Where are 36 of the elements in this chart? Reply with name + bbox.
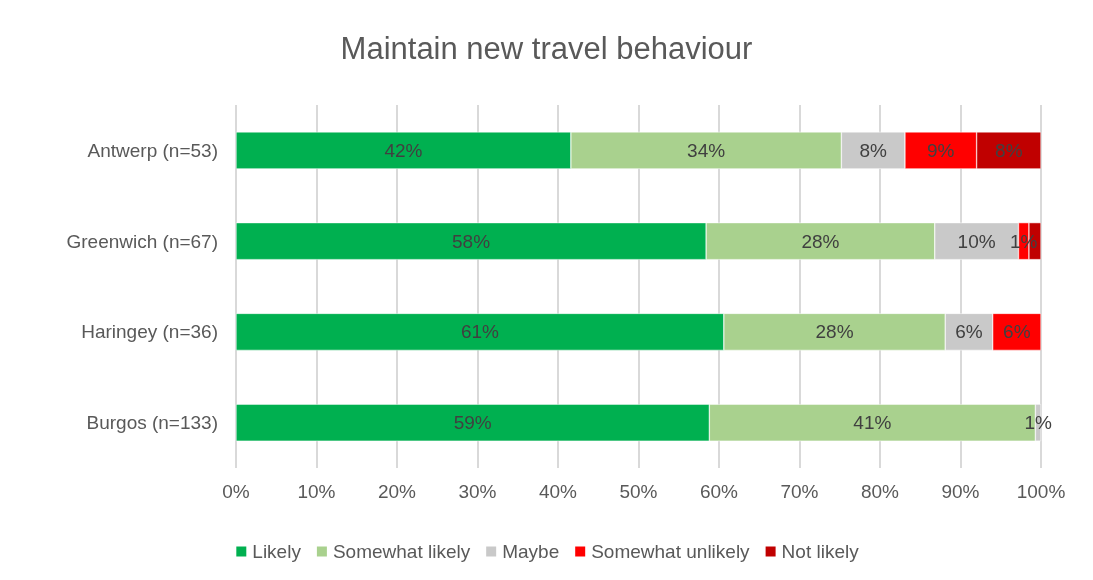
y-tick-label: Burgos (n=133) xyxy=(86,412,218,434)
data-label: 42% xyxy=(384,139,423,161)
y-tick-label: Antwerp (n=53) xyxy=(87,139,218,161)
legend-label: Not likely xyxy=(781,541,860,562)
chart-title: Maintain new travel behaviour xyxy=(340,31,753,66)
data-label: 61% xyxy=(460,321,500,343)
data-label: 9% xyxy=(927,139,955,161)
x-tick-label: 60% xyxy=(699,481,739,502)
x-tick-label: 30% xyxy=(458,481,497,502)
x-tick-label: 100% xyxy=(1016,481,1066,502)
x-tick-label: 40% xyxy=(538,481,578,502)
x-tick-label: 10% xyxy=(297,481,336,502)
data-label: 6% xyxy=(955,321,983,343)
legend-label: Maybe xyxy=(502,541,560,562)
x-tick-label: 90% xyxy=(941,481,980,502)
data-label: 28% xyxy=(801,230,840,252)
y-tick-label: Haringey (n=36) xyxy=(81,321,218,343)
data-label: 10% xyxy=(957,230,996,252)
data-label: 58% xyxy=(452,230,491,252)
x-tick-label: 80% xyxy=(860,481,900,502)
data-label: 28% xyxy=(815,321,854,343)
x-tick-label: 20% xyxy=(377,481,417,502)
data-label: 8% xyxy=(859,139,887,161)
data-label: 1% xyxy=(1024,412,1053,434)
data-label: 34% xyxy=(687,139,726,161)
x-tick-label: 50% xyxy=(619,481,658,502)
y-tick-label: Greenwich (n=67) xyxy=(66,230,218,252)
legend-label: Somewhat likely xyxy=(332,541,471,562)
data-label: 6% xyxy=(1003,321,1031,343)
data-label: 41% xyxy=(853,412,892,434)
legend-label: Likely xyxy=(252,541,302,562)
data-label: 8% xyxy=(995,139,1023,161)
x-tick-label: 0% xyxy=(222,481,250,502)
data-label: 59% xyxy=(453,412,492,434)
legend-label: Somewhat unlikely xyxy=(591,541,751,562)
x-tick-label: 70% xyxy=(780,481,819,502)
